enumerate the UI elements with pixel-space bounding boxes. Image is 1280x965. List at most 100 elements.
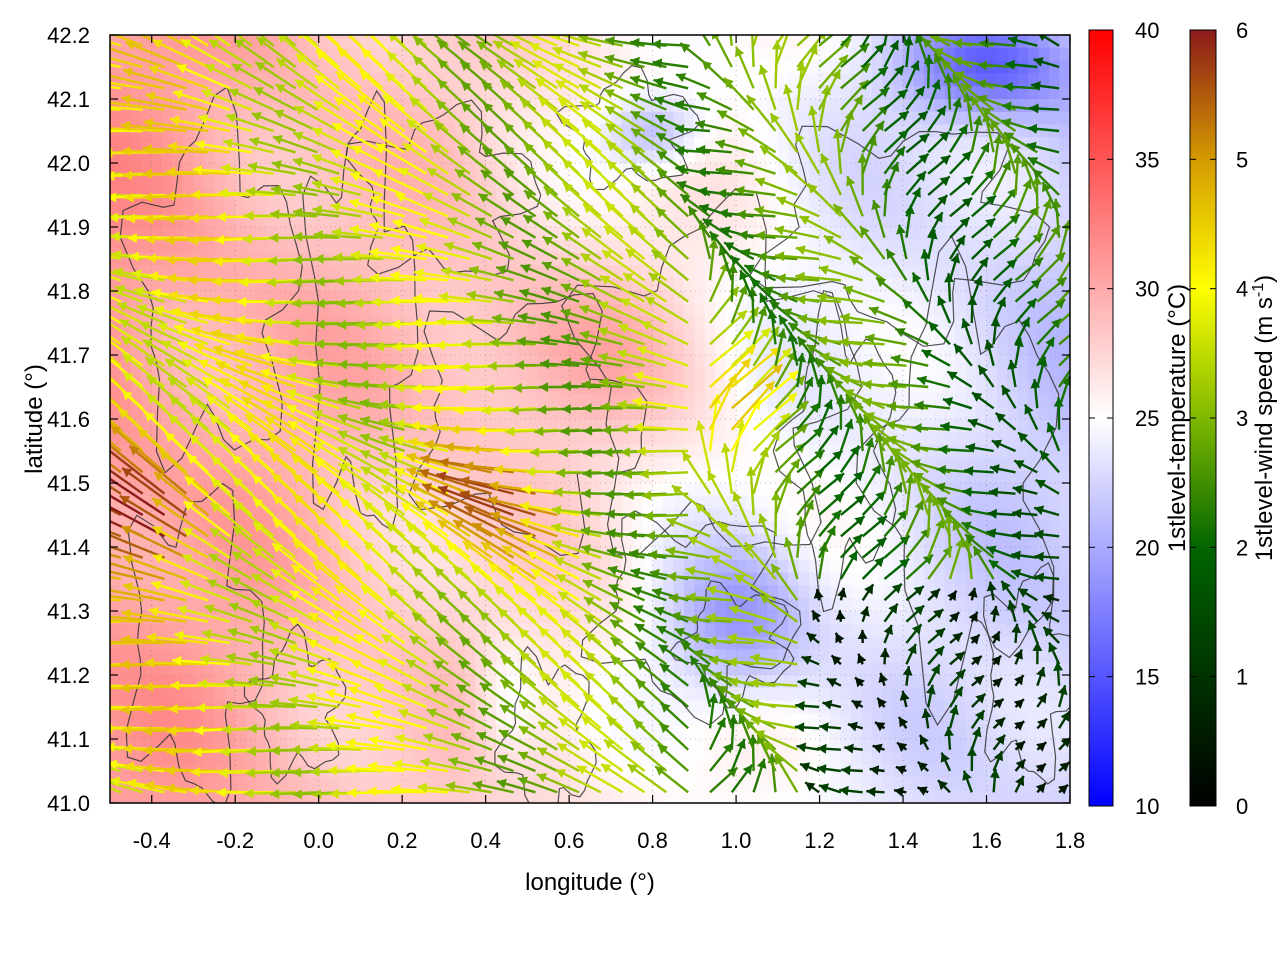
temperature-cell (621, 150, 633, 164)
temperature-cell (871, 137, 883, 151)
temperature-cell (548, 419, 560, 433)
temperature-cell (955, 572, 967, 586)
temperature-cell (183, 559, 195, 574)
temperature-cell (214, 713, 226, 727)
temperature-cell (579, 636, 591, 650)
temperature-cell (683, 559, 695, 574)
temperature-cell (433, 47, 445, 62)
temperature-cell (454, 214, 466, 228)
temperature-cell (360, 726, 372, 740)
temperature-cell (548, 393, 560, 407)
temperature-cell (892, 751, 904, 766)
temperature-cell (673, 316, 685, 330)
temperature-cell (193, 111, 205, 126)
temperature-cell (704, 393, 716, 407)
temperature-cell (287, 86, 299, 100)
temperature-cell (130, 790, 142, 803)
temperature-cell (558, 547, 570, 561)
temperature-cell (412, 111, 424, 126)
temperature-cell (412, 444, 424, 458)
temperature-cell (370, 598, 382, 612)
temperature-cell (746, 598, 758, 612)
temperature-cell (590, 457, 602, 471)
temperature-cell (454, 431, 466, 446)
temperature-cell (130, 431, 142, 446)
temperature-cell (809, 303, 821, 318)
temperature-cell (631, 303, 643, 318)
temperature-cell (590, 623, 602, 638)
temperature-cell (777, 86, 789, 100)
temperature-cell (631, 751, 643, 766)
temperature-cell (297, 534, 309, 548)
temperature-cell (256, 201, 268, 215)
temperature-cell (871, 559, 883, 574)
temperature-cell (590, 547, 602, 561)
temperature-cell (183, 483, 195, 497)
temperature-cell (673, 726, 685, 740)
temperature-cell (287, 470, 299, 484)
temperature-cell (527, 585, 539, 599)
temperature-cell (308, 457, 320, 471)
temperature-cell (892, 662, 904, 676)
temperature-cell (965, 726, 977, 740)
temperature-cell (350, 534, 362, 548)
temperature-cell (903, 687, 915, 702)
temperature-cell (558, 559, 570, 574)
temperature-cell (923, 726, 935, 740)
temperature-cell (704, 777, 716, 791)
temperature-cell (955, 751, 967, 766)
temperature-cell (871, 99, 883, 113)
temperature-cell (736, 35, 748, 49)
temperature-cell (558, 86, 570, 100)
temperature-cell (141, 175, 153, 190)
temperature-cell (443, 342, 455, 356)
temperature-cell (715, 252, 727, 266)
temperature-cell (788, 623, 800, 638)
temperature-cell (266, 111, 278, 126)
temperature-cell (350, 111, 362, 126)
temperature-cell (214, 124, 226, 138)
temperature-cell (767, 303, 779, 318)
temperature-cell (694, 547, 706, 561)
temperature-cell (955, 380, 967, 394)
temperature-cell (256, 150, 268, 164)
temperature-cell (683, 470, 695, 484)
temperature-cell (694, 367, 706, 382)
temperature-cell (193, 751, 205, 766)
temperature-cell (266, 623, 278, 638)
temperature-cell (339, 508, 351, 522)
temperature-cell (193, 303, 205, 318)
temperature-cell (923, 355, 935, 369)
temperature-cell (162, 111, 174, 126)
temperature-cell (297, 611, 309, 625)
temperature-cell (475, 355, 487, 369)
temperature-cell (590, 252, 602, 266)
temperature-cell (548, 239, 560, 254)
temperature-cell (850, 572, 862, 586)
temperature-cell (652, 239, 664, 254)
temperature-cell (715, 265, 727, 279)
temperature-cell (537, 303, 549, 318)
temperature-cell (840, 188, 852, 202)
temperature-cell (276, 572, 288, 586)
temperature-cell (955, 316, 967, 330)
temperature-cell (694, 521, 706, 535)
temperature-cell (600, 713, 612, 727)
temperature-cell (412, 726, 424, 740)
temperature-cell (516, 137, 528, 151)
temperature-cell (339, 278, 351, 292)
temperature-cell (590, 73, 602, 87)
temperature-cell (433, 150, 445, 164)
temperature-cell (433, 163, 445, 177)
temperature-cell (464, 585, 476, 599)
temperature-cell (579, 393, 591, 407)
temperature-cell (558, 239, 570, 254)
temperature-cell (537, 47, 549, 62)
temperature-cell (329, 675, 341, 689)
temperature-cell (245, 559, 257, 574)
temperature-cell (266, 201, 278, 215)
temperature-cell (788, 124, 800, 138)
temperature-cell (224, 713, 236, 727)
temperature-cell (767, 393, 779, 407)
temperature-cell (203, 598, 215, 612)
